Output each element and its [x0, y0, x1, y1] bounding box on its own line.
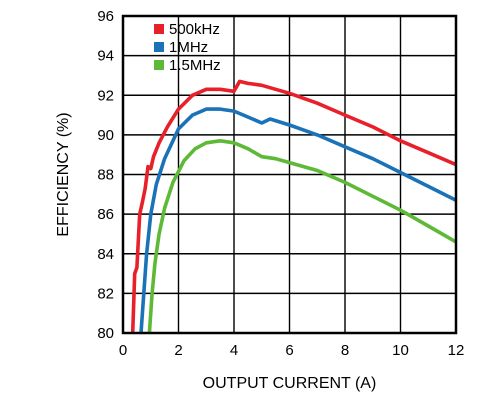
y-tick-label: 84 — [97, 246, 114, 263]
x-tick-label: 0 — [119, 342, 127, 359]
y-tick-label: 96 — [97, 8, 114, 25]
x-tick-label: 6 — [285, 342, 293, 359]
legend-swatch — [154, 60, 164, 70]
x-tick-label: 2 — [174, 342, 182, 359]
y-tick-label: 82 — [97, 285, 114, 302]
x-tick-label: 12 — [448, 342, 465, 359]
y-axis-label: EFFICIENCY (%) — [55, 112, 72, 236]
legend-swatch — [154, 24, 164, 34]
series-layer — [130, 79, 456, 333]
y-tick-label: 86 — [97, 206, 114, 223]
y-tick-label: 80 — [97, 325, 114, 342]
legend-label: 1MHz — [169, 39, 208, 56]
x-tick-labels: 0 2 4 6 8 10 12 — [119, 342, 465, 359]
series-line-1 — [130, 79, 456, 333]
y-tick-label: 88 — [97, 167, 114, 184]
y-tick-label: 90 — [97, 127, 114, 144]
legend-swatch — [154, 42, 164, 52]
plot-frame — [121, 14, 458, 335]
y-tick-label: 92 — [97, 87, 114, 104]
series-line-2 — [139, 107, 456, 333]
y-tick-labels: 80 82 84 86 88 90 92 94 96 — [97, 8, 114, 342]
series-line-3 — [147, 139, 456, 333]
legend-label: 500kHz — [169, 21, 220, 38]
x-tick-label: 10 — [392, 342, 409, 359]
x-axis-label: OUTPUT CURRENT (A) — [203, 375, 377, 392]
x-tick-label: 4 — [230, 342, 238, 359]
y-tick-label: 94 — [97, 48, 114, 65]
x-tick-label: 8 — [341, 342, 349, 359]
legend-label: 1.5MHz — [169, 57, 221, 74]
